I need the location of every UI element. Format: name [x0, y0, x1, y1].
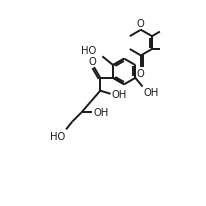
- Text: OH: OH: [111, 89, 126, 99]
- Text: OH: OH: [93, 108, 108, 118]
- Text: HO: HO: [81, 46, 96, 56]
- Text: O: O: [136, 69, 144, 79]
- Text: OH: OH: [143, 88, 158, 98]
- Text: O: O: [136, 19, 144, 29]
- Text: O: O: [88, 57, 96, 67]
- Text: HO: HO: [50, 131, 65, 141]
